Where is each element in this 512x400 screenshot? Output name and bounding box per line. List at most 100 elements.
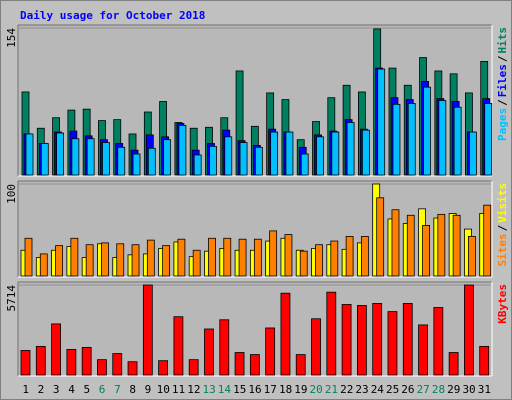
bar [188, 359, 199, 376]
legend-entry: Hits [496, 27, 509, 54]
bar [146, 239, 155, 277]
bar [102, 142, 110, 176]
bar [422, 224, 430, 277]
x-tick-label: 7 [114, 383, 121, 396]
bar [163, 139, 172, 176]
bar [209, 145, 217, 176]
bar [223, 237, 232, 277]
x-tick-label: 11 [172, 383, 185, 396]
bar [158, 360, 169, 376]
y-tick-label: 154 [5, 28, 18, 48]
bar [285, 131, 294, 176]
bar [406, 214, 415, 277]
bar [70, 237, 79, 277]
bar [116, 243, 125, 277]
bar [280, 292, 291, 376]
bar [453, 106, 462, 176]
x-tick-label: 30 [462, 383, 475, 396]
bar [40, 143, 49, 176]
bar [192, 249, 201, 277]
bar [253, 238, 262, 277]
legend-entry: KBytes [496, 284, 509, 324]
bar [392, 103, 401, 176]
bar [25, 133, 34, 176]
bar [423, 86, 431, 176]
chart-title: Daily usage for October 2018 [20, 9, 205, 22]
x-tick-label: 13 [203, 383, 216, 396]
bar [438, 100, 447, 176]
bar [346, 122, 355, 176]
x-tick-label: 6 [99, 383, 106, 396]
x-tick-label: 1 [22, 383, 29, 396]
legend: Sites /Visits [496, 183, 509, 267]
bar [71, 138, 80, 176]
x-tick-label: 4 [68, 383, 75, 396]
bar [356, 305, 367, 376]
bar [117, 146, 126, 176]
bar [377, 68, 386, 176]
bar [239, 142, 248, 176]
bar [177, 238, 186, 277]
x-tick-label: 29 [447, 383, 460, 396]
bar [85, 244, 94, 277]
bar [468, 236, 476, 277]
bar [208, 237, 216, 277]
bar [469, 131, 477, 176]
bar [331, 131, 340, 176]
legend-separator: / [496, 224, 509, 231]
bar [162, 245, 171, 277]
bar [204, 328, 214, 376]
bar [437, 213, 446, 277]
bar [315, 244, 323, 277]
legend-entry: Visits [496, 183, 509, 223]
bar [249, 354, 260, 376]
x-tick-label: 31 [478, 383, 491, 396]
x-tick-label: 18 [279, 383, 292, 396]
bar [101, 242, 109, 277]
bar [81, 346, 92, 376]
bar [299, 250, 308, 277]
x-tick-label: 20 [310, 383, 323, 396]
bar [372, 303, 383, 376]
y-tick-label: 5714 [5, 285, 18, 312]
bar [402, 303, 413, 376]
bar [418, 324, 428, 376]
x-tick-label: 10 [157, 383, 170, 396]
x-tick-label: 16 [248, 383, 261, 396]
bar [326, 291, 337, 376]
bar [316, 136, 324, 176]
bar [193, 154, 202, 176]
bar [173, 316, 184, 376]
bar [433, 307, 444, 376]
bar [311, 318, 321, 376]
bar [407, 103, 416, 176]
bar [448, 352, 459, 376]
bar [234, 352, 245, 376]
legend-entry: Files [496, 64, 509, 97]
bar [484, 103, 493, 176]
bar [238, 238, 247, 277]
bar [360, 236, 369, 277]
bar [51, 323, 61, 376]
bar [269, 230, 278, 277]
bar [265, 327, 276, 376]
bar [56, 132, 64, 176]
bar [376, 197, 385, 277]
legend: Pages/Files/Hits [496, 27, 509, 141]
bar [483, 204, 492, 277]
bar [387, 311, 398, 376]
bar [55, 245, 63, 277]
bar [127, 361, 138, 376]
bar [131, 244, 140, 277]
x-tick-label: 15 [233, 383, 246, 396]
legend-entry: Sites [496, 233, 509, 266]
bar [254, 146, 263, 176]
legend-entry: Pages [496, 108, 509, 141]
bar [224, 136, 233, 176]
x-tick-label: 26 [401, 383, 414, 396]
x-tick-label: 24 [371, 383, 385, 396]
bar [112, 353, 123, 376]
bar [391, 209, 400, 277]
bar [330, 240, 339, 277]
